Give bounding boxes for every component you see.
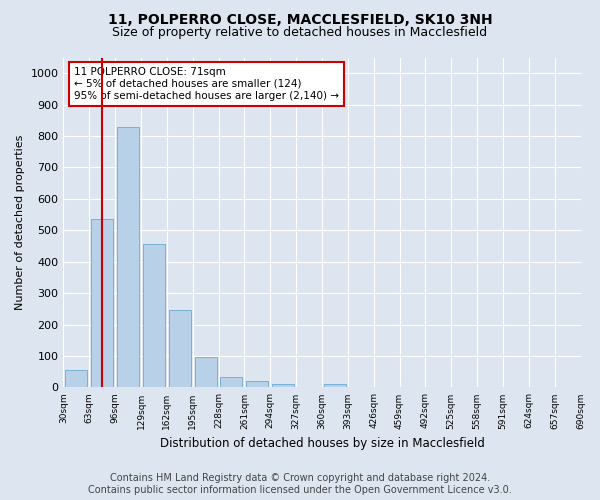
Bar: [91, 220, 113, 388]
Text: Contains HM Land Registry data © Crown copyright and database right 2024.
Contai: Contains HM Land Registry data © Crown c…: [88, 474, 512, 495]
Bar: [117, 126, 139, 388]
Bar: [247, 381, 268, 388]
Bar: [220, 377, 242, 388]
Bar: [272, 384, 294, 388]
Text: 11, POLPERRO CLOSE, MACCLESFIELD, SK10 3NH: 11, POLPERRO CLOSE, MACCLESFIELD, SK10 3…: [107, 12, 493, 26]
Bar: [169, 310, 191, 388]
Bar: [65, 370, 88, 388]
Y-axis label: Number of detached properties: Number of detached properties: [15, 135, 25, 310]
Text: Size of property relative to detached houses in Macclesfield: Size of property relative to detached ho…: [112, 26, 488, 39]
Bar: [143, 244, 165, 388]
Text: 11 POLPERRO CLOSE: 71sqm
← 5% of detached houses are smaller (124)
95% of semi-d: 11 POLPERRO CLOSE: 71sqm ← 5% of detache…: [74, 68, 339, 100]
X-axis label: Distribution of detached houses by size in Macclesfield: Distribution of detached houses by size …: [160, 437, 484, 450]
Bar: [194, 357, 217, 388]
Bar: [324, 384, 346, 388]
